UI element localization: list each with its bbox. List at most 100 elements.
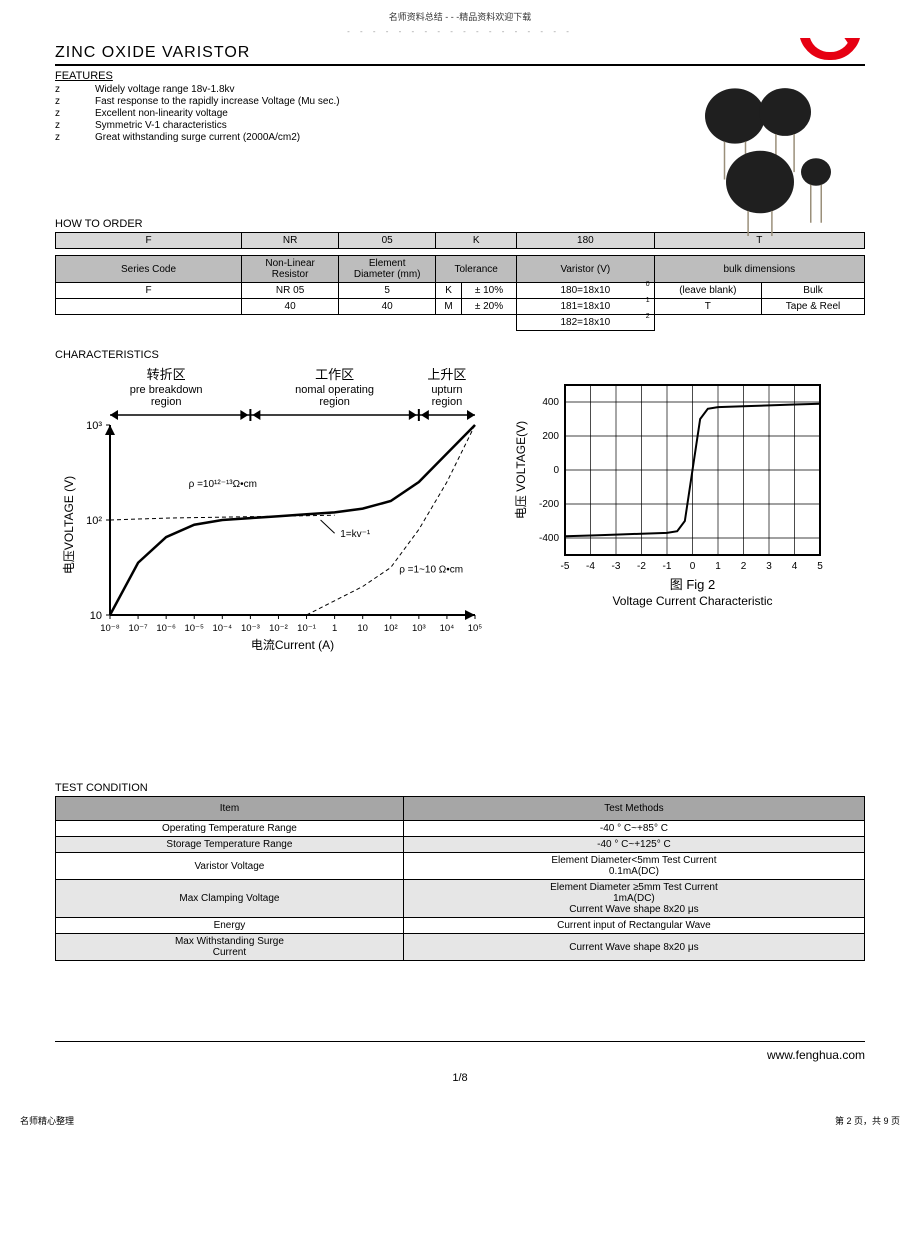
svg-text:10⁻²: 10⁻² — [269, 623, 288, 634]
order-body-cell: 40 — [242, 299, 339, 315]
page-title: ZINC OXIDE VARISTOR — [55, 44, 865, 62]
test-condition-heading: TEST CONDITION — [55, 782, 865, 794]
order-body-cell: 5 — [339, 283, 436, 299]
svg-text:region: region — [319, 396, 350, 408]
test-header-cell: Test Methods — [403, 797, 864, 821]
svg-text:ρ =10¹²⁻¹³Ω•cm: ρ =10¹²⁻¹³Ω•cm — [189, 479, 257, 490]
order-body-cell: 180=18x100 — [517, 283, 655, 299]
order-body-cell: F — [56, 283, 242, 299]
svg-text:10⁻⁵: 10⁻⁵ — [184, 623, 204, 634]
order-body-cell: 182=18x102 — [517, 315, 655, 331]
svg-text:工作区: 工作区 — [315, 367, 354, 382]
svg-text:4: 4 — [792, 561, 798, 572]
svg-text:ρ =1~10 Ω•cm: ρ =1~10 Ω•cm — [399, 564, 463, 575]
test-body-cell: Max Clamping Voltage — [56, 880, 404, 918]
svg-text:电压 VOLTAGE(V): 电压 VOLTAGE(V) — [514, 421, 528, 519]
order-body-cell: Bulk — [762, 283, 865, 299]
svg-text:0: 0 — [553, 465, 559, 476]
bottom-right-note: 第 2 页，共 9 页 — [835, 1114, 900, 1127]
order-header-cell: bulk dimensions — [654, 256, 864, 283]
test-body-cell: Element Diameter ≥5mm Test Current1mA(DC… — [403, 880, 864, 918]
svg-text:转折区: 转折区 — [147, 367, 186, 382]
order-body-cell: ± 20% — [461, 299, 516, 315]
svg-text:-1: -1 — [663, 561, 672, 572]
svg-text:电压VOLTAGE (V): 电压VOLTAGE (V) — [62, 476, 76, 574]
order-body-cell — [242, 315, 339, 331]
svg-text:10⁻⁶: 10⁻⁶ — [156, 623, 176, 634]
svg-text:10: 10 — [90, 610, 102, 622]
test-body-cell: -40 ° C~+85° C — [403, 821, 864, 837]
svg-text:Voltage Current Characteristic: Voltage Current Characteristic — [612, 594, 772, 608]
svg-text:电流Current (A): 电流Current (A) — [251, 638, 334, 652]
dotted-line: - - - - - - - - - - - - - - - - - - — [0, 27, 920, 36]
svg-text:-4: -4 — [586, 561, 595, 572]
svg-text:region: region — [432, 396, 463, 408]
test-body-cell: Element Diameter<5mm Test Current0.1mA(D… — [403, 853, 864, 880]
order-header-cell: ElementDiameter (mm) — [339, 256, 436, 283]
order-body-cell: 181=18x101 — [517, 299, 655, 315]
order-body-cell — [654, 315, 761, 331]
svg-text:10⁻⁷: 10⁻⁷ — [129, 623, 149, 634]
svg-text:5: 5 — [817, 561, 823, 572]
order-body-cell — [339, 315, 436, 331]
bottom-left-note: 名师精心整理 — [20, 1114, 74, 1127]
order-body-cell — [762, 315, 865, 331]
svg-text:10⁻¹: 10⁻¹ — [297, 623, 316, 634]
svg-text:-3: -3 — [612, 561, 621, 572]
order-code-cell: 180 — [517, 233, 655, 249]
brand-logo — [795, 38, 865, 69]
test-body-cell: Varistor Voltage — [56, 853, 404, 880]
svg-text:upturn: upturn — [431, 384, 462, 396]
test-body-cell: Max Withstanding SurgeCurrent — [56, 934, 404, 961]
svg-text:nomal operating: nomal operating — [295, 384, 374, 396]
svg-text:0: 0 — [690, 561, 696, 572]
svg-text:-5: -5 — [561, 561, 570, 572]
header-note: 名师资料总结 - - -精品资料欢迎下载 — [0, 10, 920, 23]
order-body-cell: (leave blank) — [654, 283, 761, 299]
order-body-cell: 40 — [339, 299, 436, 315]
svg-text:1=kv⁻¹: 1=kv⁻¹ — [340, 529, 371, 540]
order-body-cell: M — [436, 299, 462, 315]
svg-text:10⁻⁴: 10⁻⁴ — [212, 623, 232, 634]
order-header-cell: Series Code — [56, 256, 242, 283]
svg-text:10: 10 — [357, 623, 368, 634]
svg-text:2: 2 — [741, 561, 747, 572]
svg-text:-200: -200 — [539, 499, 559, 510]
footer-page-number: 1/8 — [0, 1072, 920, 1084]
svg-text:400: 400 — [542, 397, 559, 408]
test-body-cell: -40 ° C~+125° C — [403, 837, 864, 853]
svg-text:3: 3 — [766, 561, 772, 572]
svg-text:图 Fig 2: 图 Fig 2 — [670, 577, 716, 592]
test-body-cell: Storage Temperature Range — [56, 837, 404, 853]
order-code-cell: K — [436, 233, 517, 249]
test-header-cell: Item — [56, 797, 404, 821]
svg-text:10⁴: 10⁴ — [440, 623, 455, 634]
order-body-cell: Tape & Reel — [762, 299, 865, 315]
order-code-cell: NR — [242, 233, 339, 249]
svg-text:10³: 10³ — [86, 420, 102, 432]
svg-text:10²: 10² — [384, 623, 398, 634]
order-body-cell — [56, 299, 242, 315]
order-body-cell — [56, 315, 242, 331]
svg-text:pre breakdown: pre breakdown — [130, 384, 203, 396]
order-body-cell: T — [654, 299, 761, 315]
svg-text:200: 200 — [542, 431, 559, 442]
svg-text:1: 1 — [332, 623, 337, 634]
order-header-cell: Varistor (V) — [517, 256, 655, 283]
test-body-cell: Current input of Rectangular Wave — [403, 918, 864, 934]
order-header-cell: Non-LinearResistor — [242, 256, 339, 283]
test-condition-table: ItemTest MethodsOperating Temperature Ra… — [55, 796, 865, 961]
test-body-cell: Current Wave shape 8x20 μs — [403, 934, 864, 961]
order-code-cell: 05 — [339, 233, 436, 249]
order-body-cell: ± 10% — [461, 283, 516, 299]
svg-text:10³: 10³ — [412, 623, 426, 634]
order-code-cell: F — [56, 233, 242, 249]
svg-text:10²: 10² — [86, 515, 102, 527]
order-header-cell: Tolerance — [436, 256, 517, 283]
svg-text:10⁵: 10⁵ — [468, 623, 483, 634]
svg-text:-2: -2 — [637, 561, 646, 572]
order-detail-table: Series CodeNon-LinearResistorElementDiam… — [55, 255, 865, 331]
svg-text:10⁻⁸: 10⁻⁸ — [100, 623, 120, 634]
product-image — [690, 76, 850, 239]
order-body-cell: NR 05 — [242, 283, 339, 299]
